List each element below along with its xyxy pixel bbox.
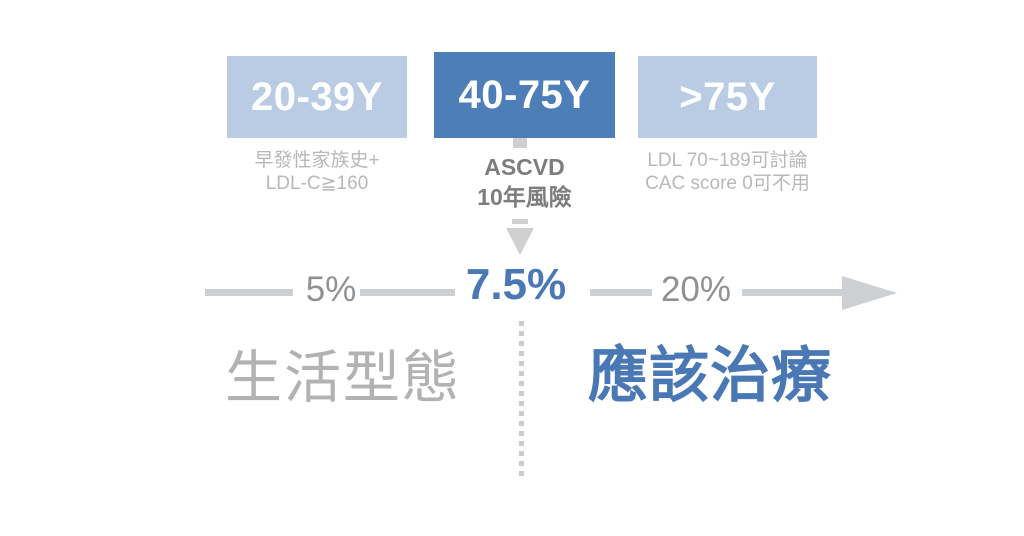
threshold-dotted-divider xyxy=(519,321,524,478)
down-arrow-stem xyxy=(512,219,528,224)
age-box-over-75y: >75Y xyxy=(638,56,817,138)
age-note-line: CAC score 0可不用 xyxy=(645,173,810,194)
axis-tick-20pct: 20% xyxy=(660,270,732,309)
connector-stub xyxy=(513,138,527,148)
age-box-40-75y: 40-75Y xyxy=(434,52,615,138)
axis-segment xyxy=(590,289,652,296)
zone-label-lifestyle: 生活型態 xyxy=(225,346,461,410)
age-note-line: ASCVD xyxy=(484,154,565,180)
age-note-over-75y: LDL 70~189可討論 CAC score 0可不用 xyxy=(602,149,853,195)
right-arrow-icon xyxy=(842,276,897,310)
age-box-20-39y: 20-39Y xyxy=(227,56,407,138)
axis-tick-7-5pct-threshold: 7.5% xyxy=(465,260,567,309)
age-note-line: LDL 70~189可討論 xyxy=(647,150,808,171)
age-note-line: LDL-C≧160 xyxy=(265,173,369,194)
age-note-line: 早發性家族史+ xyxy=(254,150,380,171)
axis-segment xyxy=(205,289,293,296)
down-arrow-icon xyxy=(506,228,534,255)
zone-label-treat: 應該治療 xyxy=(588,342,832,409)
axis-tick-5pct: 5% xyxy=(305,270,357,309)
age-note-40-75y: ASCVD 10年風險 xyxy=(434,152,615,212)
age-note-20-39y: 早發性家族史+ LDL-C≧160 xyxy=(217,149,417,195)
axis-segment xyxy=(360,289,455,296)
age-note-line: 10年風險 xyxy=(477,184,572,210)
axis-segment xyxy=(742,289,842,296)
